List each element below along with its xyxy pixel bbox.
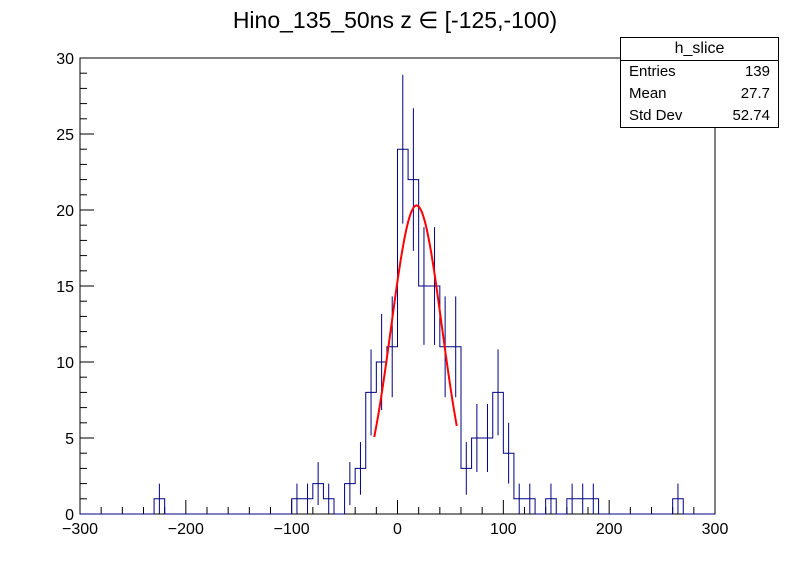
y-tick-label: 15: [56, 279, 74, 296]
y-tick-label: 0: [65, 507, 74, 524]
stats-value: 139: [744, 63, 770, 80]
x-tick-label: 300: [702, 521, 729, 538]
stats-row-stddev: Std Dev 52.74: [621, 105, 778, 127]
stats-label: Std Dev: [629, 107, 683, 124]
y-tick-label: 5: [65, 431, 74, 448]
error-bars: [158, 74, 679, 514]
stats-box: h_slice Entries 139 Mean 27.7 Std Dev 52…: [620, 37, 779, 128]
stats-row-mean: Mean 27.7: [621, 83, 778, 105]
stats-title: h_slice: [621, 38, 778, 61]
stats-value: 27.7: [740, 85, 770, 102]
y-tick-label: 20: [56, 203, 74, 220]
x-tick-label: −100: [274, 521, 310, 538]
axis-ticks: [79, 57, 716, 515]
y-tick-label: 10: [56, 355, 74, 372]
histogram-bins: [80, 148, 715, 515]
stats-label: Mean: [629, 85, 667, 102]
histogram-outline: [80, 148, 715, 515]
stats-row-entries: Entries 139: [621, 61, 778, 83]
stats-label: Entries: [629, 63, 676, 80]
x-tick-label: 0: [393, 521, 402, 538]
x-tick-label: 200: [596, 521, 623, 538]
x-tick-label: 100: [490, 521, 517, 538]
axis-tick-labels: −300 −200 −100 0 100 200 300 0 5 10 15 20 25 30: [56, 51, 728, 538]
stats-value: 52.74: [732, 107, 770, 124]
x-tick-label: −200: [168, 521, 204, 538]
y-tick-label: 30: [56, 51, 74, 68]
chart-title: Hino_135_50ns z ∈ [-125,-100): [233, 7, 557, 33]
y-tick-label: 25: [56, 127, 74, 144]
fit-curve: [373, 204, 458, 438]
x-tick-label: −300: [62, 521, 98, 538]
